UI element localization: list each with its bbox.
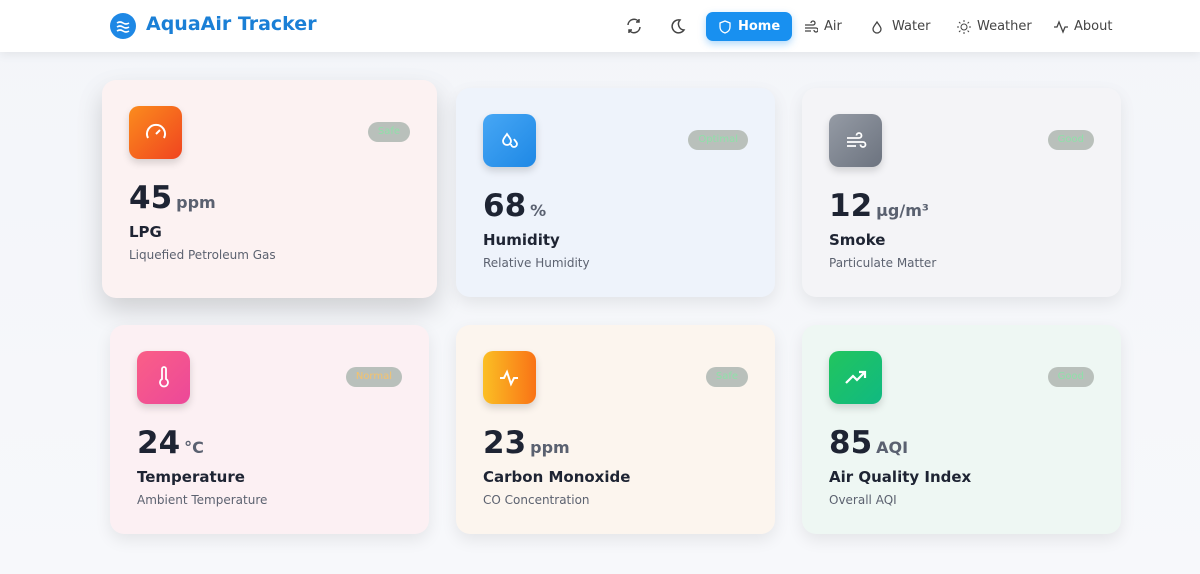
sensor-subtitle: Ambient Temperature [137, 493, 268, 507]
status-badge: Safe [705, 367, 748, 387]
sensor-title: Carbon Monoxide [483, 468, 631, 486]
sensor-reading: 23 ppm [483, 425, 570, 461]
nav-label: Air [824, 19, 842, 34]
sensor-unit: ppm [176, 193, 216, 212]
sensor-title: Smoke [829, 231, 886, 249]
nav-item[interactable]: Weather [945, 12, 1044, 41]
app-title: AquaAir Tracker [146, 13, 317, 35]
sensor-card[interactable]: Optimal 68% Humidity Relative Humidity [456, 88, 775, 297]
sensor-icon [829, 351, 882, 404]
status-badge: Normal [345, 367, 402, 387]
sensor-value: 23 [483, 425, 527, 461]
logo [110, 13, 136, 39]
sensor-subtitle: Relative Humidity [483, 256, 590, 270]
sensor-unit: °C [184, 438, 204, 457]
sensor-icon [483, 114, 536, 167]
status-badge: Safe [367, 122, 410, 142]
nav-label: Water [892, 19, 931, 34]
nav-label: Weather [977, 19, 1032, 34]
nav-item[interactable]: Home [706, 12, 793, 41]
sensor-card[interactable]: Good 12 μg/m³ Smoke Particulate Matter [802, 88, 1121, 297]
refresh-button[interactable] [625, 17, 643, 35]
sensor-subtitle: Particulate Matter [829, 256, 937, 270]
sensor-value: 24 [137, 425, 181, 461]
sensor-subtitle: Overall AQI [829, 493, 897, 507]
sensor-value: 85 [829, 425, 873, 461]
sensor-value: 12 [829, 188, 873, 224]
sensor-value: 68 [483, 188, 527, 224]
sensor-value: 45 [129, 180, 173, 216]
sensor-icon [137, 351, 190, 404]
sensor-title: LPG [129, 223, 162, 241]
sensor-title: Humidity [483, 231, 560, 249]
sensor-reading: 45 ppm [129, 180, 216, 216]
sensor-title: Temperature [137, 468, 245, 486]
sensor-icon [129, 106, 182, 159]
nav-item[interactable]: About [1042, 12, 1124, 41]
sensor-icon [829, 114, 882, 167]
sensor-card[interactable]: Normal 24 °C Temperature Ambient Temperature [110, 325, 429, 534]
status-badge: Good [1047, 367, 1094, 387]
sensor-unit: ppm [530, 438, 570, 457]
sensor-reading: 12 μg/m³ [829, 188, 929, 224]
sensor-card[interactable]: Safe 23 ppm Carbon Monoxide CO Concentration [456, 325, 775, 534]
nav-label: Home [738, 19, 781, 34]
status-badge: Optimal [688, 130, 748, 150]
sensor-unit: % [530, 201, 547, 220]
sensor-subtitle: CO Concentration [483, 493, 590, 507]
sensor-reading: 68% [483, 188, 546, 224]
nav-item[interactable]: Air [792, 12, 854, 41]
nav-label: About [1074, 19, 1113, 34]
sensor-reading: 24 °C [137, 425, 204, 461]
sensor-subtitle: Liquefied Petroleum Gas [129, 248, 276, 262]
status-badge: Good [1047, 130, 1094, 150]
sensor-title: Air Quality Index [829, 468, 972, 486]
header: AquaAir Tracker Home Air Water Weather About [0, 0, 1200, 52]
sensor-card[interactable]: Good 85 AQI Air Quality Index Overall AQI [802, 325, 1121, 534]
sensor-icon [483, 351, 536, 404]
theme-toggle[interactable] [668, 17, 686, 35]
sensor-unit: AQI [876, 438, 909, 457]
sensor-card[interactable]: Safe 45 ppm LPG Liquefied Petroleum Gas [102, 80, 437, 298]
sensor-reading: 85 AQI [829, 425, 908, 461]
nav-item[interactable]: Water [860, 12, 942, 41]
sensor-unit: μg/m³ [876, 201, 929, 220]
